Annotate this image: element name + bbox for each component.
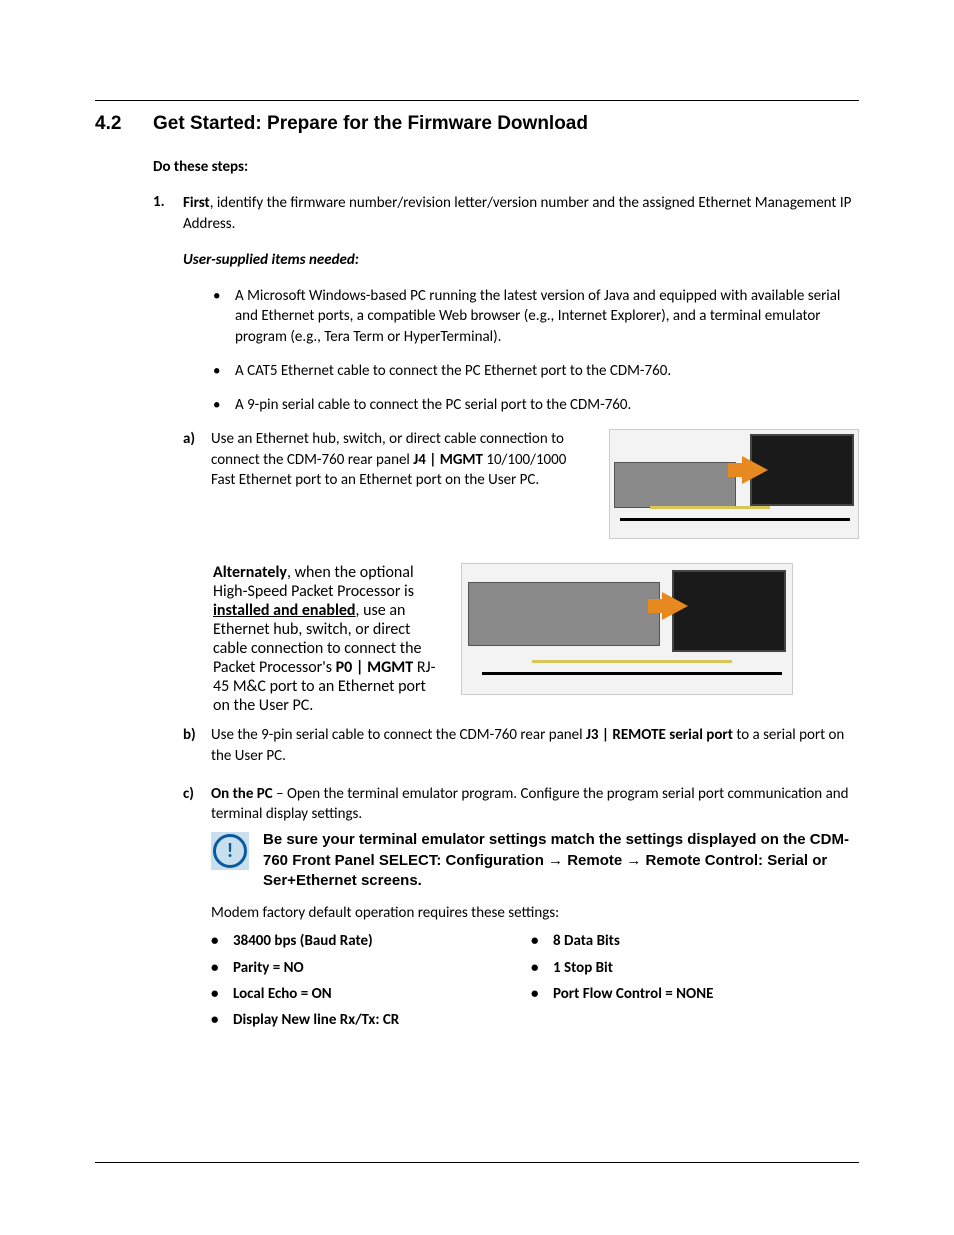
step-1-marker: 1. [153,193,183,234]
step-c-marker: c) [183,784,211,1037]
supplied-item-2: A CAT5 Ethernet cable to connect the PC … [235,361,671,381]
step-1-text: , identify the firmware number/revision … [183,194,851,232]
step-c-lead: On the PC [211,785,273,803]
step-b-marker: b) [183,725,211,766]
section-number: 4.2 [95,113,153,135]
factory-default-intro: Modem factory default operation requires… [211,903,859,923]
supplied-heading: User-supplied items needed: [183,250,859,270]
step-b: b) Use the 9-pin serial cable to connect… [183,725,859,766]
setting-left-2: Parity = NO [233,958,304,978]
alt-lead: Alternately [213,563,287,582]
supplied-item-3: A 9-pin serial cable to connect the PC s… [235,395,631,415]
supplied-item-1: A Microsoft Windows-based PC running the… [235,286,859,347]
step-c-text: – Open the terminal emulator program. Co… [211,785,849,823]
step-a: a) Use an Ethernet hub, switch, or direc… [183,429,859,539]
setting-right-3: Port Flow Control = NONE [553,984,713,1004]
setting-left-4: Display New line Rx/Tx: CR [233,1010,399,1030]
setting-left-1: 38400 bps (Baud Rate) [233,931,373,951]
alert-icon: ! [211,832,249,870]
setting-right-2: 1 Stop Bit [553,958,613,978]
step-1-lead: First [183,194,210,212]
setting-left-3: Local Echo = ON [233,984,332,1004]
figure-p0-connection [461,563,793,695]
figure-j4-connection [609,429,859,539]
step-c: c) On the PC – Open the terminal emulato… [183,784,859,1037]
alt-bold: P0 | MGMT [336,658,414,677]
settings-columns: 38400 bps (Baud Rate) Parity = NO Local … [211,931,859,1036]
intro-line: Do these steps: [153,157,859,177]
step-b-bold: J3 | REMOTE serial port [586,726,733,744]
bottom-rule [95,1162,859,1163]
note-text: Be sure your terminal emulator settings … [263,830,859,891]
step-b-pre: Use the 9-pin serial cable to connect th… [211,726,586,744]
step-1: 1. First, identify the firmware number/r… [153,193,859,234]
setting-right-1: 8 Data Bits [553,931,620,951]
alt-under: installed and enabled [213,601,356,620]
top-rule [95,100,859,101]
step-a-marker: a) [183,429,211,539]
supplied-list: A Microsoft Windows-based PC running the… [213,286,859,415]
section-title: Get Started: Prepare for the Firmware Do… [153,113,588,135]
section-heading: 4.2 Get Started: Prepare for the Firmwar… [95,113,859,135]
step-a-bold: J4 | MGMT [413,451,483,469]
note-block: ! Be sure your terminal emulator setting… [211,830,859,891]
step-a-alternate: Alternately, when the optional High-Spee… [213,563,859,715]
